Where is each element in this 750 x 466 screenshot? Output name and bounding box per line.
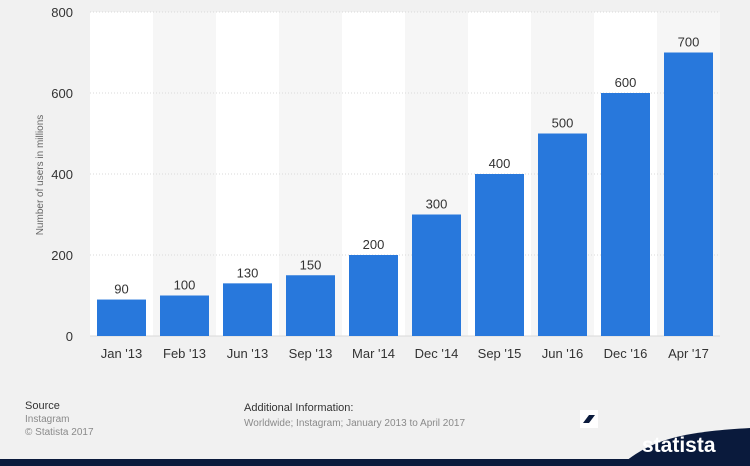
y-tick-label: 0 [66,329,73,344]
statista-mark-icon [580,410,598,428]
copyright-line: © Statista 2017 [25,427,94,438]
bar-value-label: 100 [174,278,196,293]
x-axis-ticks: Jan '13 Feb '13 Jun '13 Sep '13 Mar '14 Dec '… [101,346,709,361]
y-tick-label: 600 [51,86,73,101]
bar[interactable] [475,174,524,336]
x-tick-label: Apr '17 [668,346,709,361]
plot-band [90,12,153,336]
y-tick-label: 800 [51,5,73,20]
source-heading: Source [25,400,60,412]
logo-background [620,428,750,466]
plot-band [216,12,279,336]
x-tick-label: Sep '13 [289,346,333,361]
additional-info-heading: Additional Information: [244,402,354,414]
source-block: Source Instagram © Statista 2017 [25,400,94,439]
bar-value-label: 150 [300,257,322,272]
bar-value-label: 400 [489,156,511,171]
additional-info-block: Additional Information: Worldwide; Insta… [244,402,465,431]
bar[interactable] [601,93,650,336]
brand-band [0,459,750,466]
bar-value-label: 600 [615,75,637,90]
bar-value-label: 300 [426,197,448,212]
bar[interactable] [160,295,209,337]
bar-chart: 90 100 130 150 200 300 400 500 600 700 0 200 400 600… [35,5,720,361]
plot-band [153,12,216,336]
y-axis-ticks: 0 200 400 600 800 [51,5,73,344]
x-tick-label: Feb '13 [163,346,206,361]
bar[interactable] [412,214,461,337]
x-tick-label: Sep '15 [478,346,522,361]
brand-name: statista [642,434,716,457]
source-line: Instagram [25,414,70,425]
x-tick-label: Jun '16 [542,346,584,361]
bar[interactable] [538,133,587,337]
y-tick-label: 400 [51,167,73,182]
bar-value-label: 130 [237,265,259,280]
bars [97,52,713,337]
x-tick-label: Jan '13 [101,346,143,361]
data-labels: 90 100 130 150 200 300 400 500 600 700 [114,35,699,297]
bar-value-label: 700 [678,35,700,50]
bar[interactable] [286,275,335,336]
bar[interactable] [349,255,398,336]
bar-value-label: 90 [114,282,128,297]
x-tick-label: Dec '14 [415,346,459,361]
statista-logo[interactable]: statista [580,410,750,466]
y-axis-title: Number of users in millions [35,115,46,236]
additional-info-text: Worldwide; Instagram; January 2013 to Ap… [244,418,466,429]
y-tick-label: 200 [51,248,73,263]
bar[interactable] [664,52,713,337]
x-tick-label: Mar '14 [352,346,395,361]
bar[interactable] [97,299,146,336]
bar-value-label: 500 [552,116,574,131]
x-tick-label: Dec '16 [604,346,648,361]
x-tick-label: Jun '13 [227,346,269,361]
bar-value-label: 200 [363,237,385,252]
bar[interactable] [223,283,272,336]
